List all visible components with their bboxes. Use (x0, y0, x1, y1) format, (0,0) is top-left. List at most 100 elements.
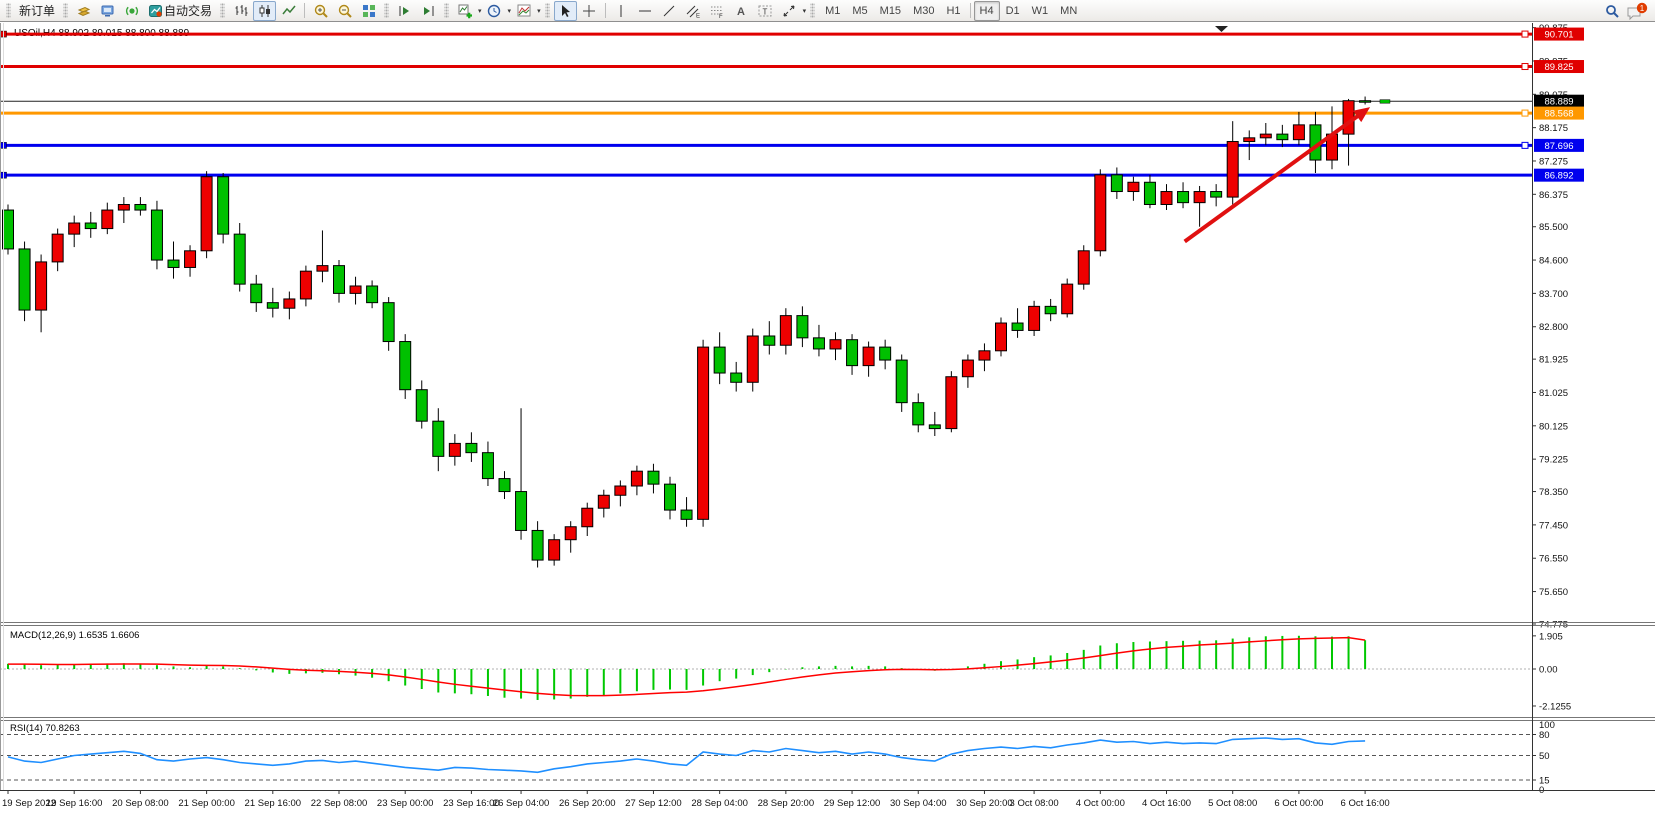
zoom-out-icon (338, 4, 352, 18)
search-button[interactable] (1600, 1, 1623, 21)
toolbar-grip[interactable] (810, 3, 816, 18)
time-axis-label: 29 Sep 12:00 (824, 798, 881, 809)
time-axis-label: 23 Sep 16:00 (443, 798, 500, 809)
terminal-button[interactable] (96, 1, 119, 21)
line-handle[interactable] (1521, 63, 1529, 71)
time-axis-label: 6 Oct 16:00 (1341, 798, 1390, 809)
timeframe-m1[interactable]: M1 (825, 4, 841, 17)
candle (51, 233, 64, 263)
chevron-down-icon[interactable]: ▾ (478, 7, 482, 15)
rsi-axis-label: 100 (1539, 720, 1555, 731)
chart-shift-button[interactable] (417, 1, 440, 21)
signals-button[interactable] (120, 1, 143, 21)
timeframe-m5[interactable]: M5 (852, 4, 868, 17)
panel-splitter[interactable] (0, 625, 1655, 626)
price-badge-label: 86.892 (1544, 171, 1573, 182)
toolbar: 新订单 自动交易 ▾ ▾ ▾ E F (0, 0, 1655, 22)
time-axis-label: 21 Sep 16:00 (245, 798, 302, 809)
candle (117, 203, 130, 211)
toolbar-grip[interactable] (384, 3, 390, 18)
toolbar-grip[interactable] (544, 3, 550, 18)
line-handle[interactable] (1521, 30, 1529, 38)
text-button[interactable]: A (730, 1, 753, 21)
trend-arrow-head[interactable] (1353, 107, 1371, 123)
price-axis-label: 81.025 (1539, 388, 1568, 399)
zoom-out-button[interactable] (333, 1, 356, 21)
candle (647, 470, 660, 485)
trend-arrow[interactable] (1183, 111, 1364, 244)
vertical-line-button[interactable] (610, 1, 633, 21)
new-chart-button[interactable] (453, 1, 476, 21)
terminal-icon (101, 5, 114, 16)
macd-axis-label: -2.1255 (1539, 701, 1571, 712)
candle (614, 485, 627, 496)
timeframe-w1[interactable]: W1 (1031, 4, 1049, 17)
toolbar-grip[interactable] (444, 3, 450, 18)
candle (961, 359, 974, 378)
price-badge (1534, 60, 1584, 74)
price-badge-label: 89.825 (1544, 62, 1573, 73)
chevron-down-icon[interactable]: ▾ (507, 7, 512, 15)
candle (846, 339, 859, 367)
zoom-in-button[interactable] (309, 1, 332, 21)
line-chart-icon (281, 5, 296, 14)
timeframe-h4[interactable]: H4 (973, 0, 1000, 21)
time-axis-label: 28 Sep 20:00 (758, 798, 815, 809)
timeframe-h1[interactable]: H1 (946, 4, 961, 17)
candle (1143, 181, 1156, 205)
candlestick-button[interactable] (253, 0, 277, 21)
chevron-down-icon[interactable]: ▾ (537, 7, 541, 15)
candle (1044, 305, 1057, 315)
timeframe-mn[interactable]: MN (1060, 4, 1078, 17)
candle (548, 539, 561, 561)
horizontal-line-button[interactable] (634, 1, 657, 21)
cursor-button[interactable] (553, 0, 577, 21)
periods-button[interactable] (483, 1, 506, 21)
candle (498, 478, 511, 493)
price-badge-label: 87.696 (1544, 141, 1573, 152)
timeframe-m15[interactable]: M15 (879, 4, 902, 17)
time-axis-label: 30 Sep 04:00 (890, 798, 947, 809)
line-chart-button[interactable] (277, 1, 300, 21)
crosshair-button[interactable] (578, 1, 601, 21)
candle (1077, 250, 1090, 285)
candle (862, 346, 875, 367)
toolbar-grip[interactable] (220, 3, 226, 18)
rsi-line (7, 737, 1366, 774)
timeframe-d1[interactable]: D1 (1005, 4, 1020, 17)
trendline-button[interactable] (658, 1, 681, 21)
fibonacci-icon: F (711, 6, 723, 19)
time-axis-label: 3 Oct 08:00 (1010, 798, 1059, 809)
candle (1259, 133, 1272, 139)
chart-collapse-arrow[interactable] (1215, 26, 1228, 32)
notifications-button[interactable]: 1 (1624, 1, 1652, 21)
toolbar-grip[interactable] (6, 3, 11, 18)
signals-icon (125, 6, 138, 15)
candle (697, 346, 710, 520)
chart-properties-button[interactable] (512, 1, 535, 21)
chevron-down-icon[interactable]: ▾ (802, 7, 807, 15)
rsi-axis-label: 80 (1539, 730, 1550, 741)
line-handle[interactable] (1521, 109, 1529, 117)
equidistant-channel-button[interactable]: E (682, 1, 705, 21)
text-label-button[interactable]: T (754, 1, 777, 21)
crosshair-icon (583, 4, 596, 17)
auto-scroll-button[interactable] (393, 1, 416, 21)
price-axis-label: 86.375 (1539, 190, 1568, 201)
panel-splitter[interactable] (0, 622, 1655, 623)
fibonacci-button[interactable]: F (706, 1, 729, 21)
history-gold-button[interactable] (72, 1, 95, 21)
bar-chart-button[interactable] (229, 1, 252, 21)
time-axis-label: 23 Sep 00:00 (377, 798, 434, 809)
autotrade-button[interactable]: 自动交易 (144, 1, 216, 21)
arrows-button[interactable] (778, 1, 801, 21)
panel-splitter[interactable] (0, 720, 1655, 721)
timeframe-m30[interactable]: M30 (913, 4, 935, 17)
tile-windows-button[interactable] (357, 1, 380, 21)
new-order-button[interactable]: 新订单 (19, 4, 56, 18)
line-handle[interactable] (1521, 141, 1529, 149)
toolbar-grip[interactable] (63, 3, 69, 18)
candle (399, 341, 412, 391)
panel-splitter[interactable] (0, 717, 1655, 718)
